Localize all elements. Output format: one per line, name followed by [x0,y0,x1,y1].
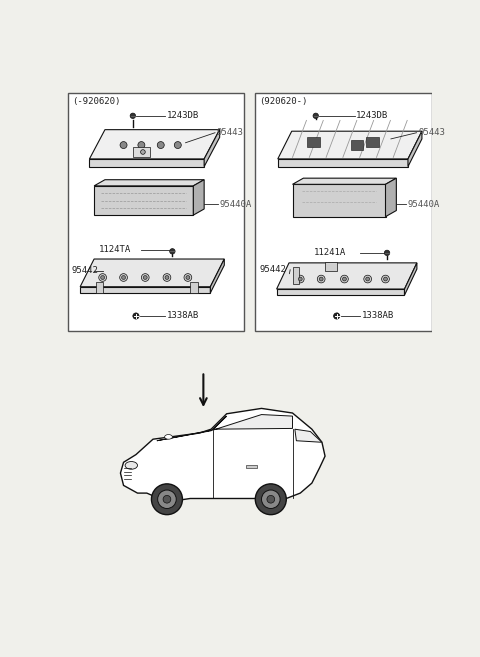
Circle shape [384,250,390,256]
Circle shape [296,275,304,283]
Circle shape [99,274,107,281]
Polygon shape [80,286,210,293]
Circle shape [138,142,145,148]
Circle shape [382,275,389,283]
Polygon shape [193,180,204,215]
Bar [96,282,103,293]
Circle shape [163,495,171,503]
Circle shape [319,277,323,281]
Circle shape [120,274,127,281]
Circle shape [121,275,125,279]
Text: 95443: 95443 [216,128,243,137]
Circle shape [157,142,164,148]
Circle shape [101,275,105,279]
Polygon shape [405,263,417,295]
Polygon shape [157,416,227,441]
Text: 1243DB: 1243DB [356,111,388,120]
Circle shape [157,490,176,509]
Circle shape [141,150,145,154]
Text: (920620-): (920620-) [259,97,308,106]
Polygon shape [120,409,325,501]
Bar [366,137,379,147]
Polygon shape [89,129,220,159]
Circle shape [313,113,318,118]
Circle shape [120,142,127,148]
Ellipse shape [165,434,172,439]
Text: (-920620): (-920620) [72,97,120,106]
Circle shape [144,275,147,279]
Circle shape [130,113,135,118]
Circle shape [169,248,175,254]
Ellipse shape [125,461,137,469]
Polygon shape [276,263,417,289]
Text: 95442: 95442 [72,266,98,275]
Polygon shape [292,178,396,185]
Polygon shape [94,180,204,186]
Circle shape [364,275,372,283]
Text: 95443: 95443 [418,128,445,137]
Text: 95442: 95442 [259,265,286,275]
Polygon shape [278,131,422,159]
Polygon shape [89,159,204,167]
Circle shape [174,142,181,148]
Bar [133,147,150,158]
Text: 1243DB: 1243DB [167,111,199,120]
FancyBboxPatch shape [255,93,432,331]
Circle shape [366,277,370,281]
Polygon shape [210,259,224,293]
Polygon shape [80,259,224,286]
Polygon shape [385,178,396,217]
Bar [350,140,363,150]
Circle shape [340,275,348,283]
Text: 95440A: 95440A [407,200,440,209]
Circle shape [343,277,347,281]
Circle shape [142,274,149,281]
Circle shape [184,274,192,281]
Text: 1338AB: 1338AB [361,311,394,321]
Polygon shape [292,185,385,217]
Polygon shape [295,429,322,442]
Circle shape [267,495,275,503]
Polygon shape [214,415,292,430]
Circle shape [165,275,169,279]
Circle shape [262,490,280,509]
Circle shape [186,275,190,279]
Text: 1124TA: 1124TA [99,245,131,254]
Circle shape [255,484,286,514]
Circle shape [384,277,387,281]
Text: 95440A: 95440A [220,200,252,209]
Circle shape [298,277,302,281]
FancyBboxPatch shape [68,93,244,331]
Bar [292,267,299,284]
Bar [325,262,337,271]
Text: 1338AB: 1338AB [167,311,199,321]
Circle shape [334,313,340,319]
Polygon shape [276,289,405,295]
Text: 11241A: 11241A [313,248,346,258]
Circle shape [133,313,139,319]
Circle shape [163,274,171,281]
Polygon shape [278,159,408,167]
Bar [246,465,257,468]
Circle shape [152,484,182,514]
Bar [307,137,320,147]
Polygon shape [204,129,220,167]
Bar [190,282,198,293]
Polygon shape [408,131,422,167]
Polygon shape [94,186,193,215]
Circle shape [317,275,325,283]
